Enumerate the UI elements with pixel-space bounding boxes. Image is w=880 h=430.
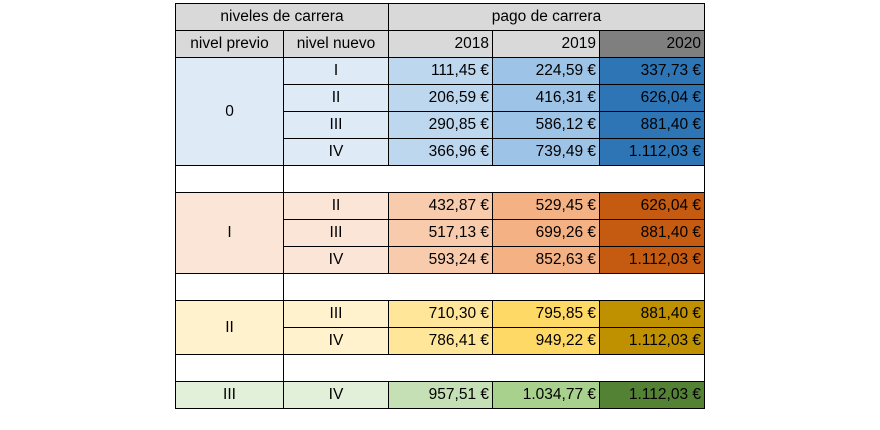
pay-2018-cell: 432,87 €	[388, 192, 493, 220]
new-level-cell: IV	[283, 381, 389, 409]
pay-2018-cell: 957,51 €	[388, 381, 493, 409]
table-row: IV 786,41 €949,22 €1.112,03 €	[176, 327, 705, 355]
pay-2020-cell: 881,40 €	[599, 219, 705, 247]
pay-2019-cell: 416,31 €	[492, 84, 600, 112]
pay-2018-cell: 366,96 €	[388, 138, 493, 166]
pay-2020-cell: 1.112,03 €	[599, 246, 705, 274]
separator-cell	[175, 354, 284, 382]
separator-row	[175, 354, 705, 382]
table-body: niveles de carrera pago de carrera nivel…	[175, 3, 705, 409]
header-group-career-levels: niveles de carrera	[175, 3, 389, 31]
new-level-cell: III	[283, 300, 389, 328]
pay-2020-cell: 881,40 €	[599, 300, 705, 328]
separator-cell	[283, 165, 705, 193]
pay-2020-cell: 626,04 €	[599, 84, 705, 112]
previous-level-cell: 0	[175, 57, 284, 166]
previous-level-cell: I	[175, 192, 284, 274]
pay-2019-cell: 852,63 €	[492, 246, 600, 274]
separator-cell	[283, 354, 705, 382]
table-row: III IV 957,51 €1.034,77 €1.112,03 €	[175, 381, 705, 409]
header-row-columns: nivel previo nivel nuevo 2018 2019 2020	[175, 30, 705, 58]
pay-2020-cell: 626,04 €	[599, 192, 705, 220]
header-new-level: nivel nuevo	[283, 30, 389, 58]
new-level-cell: IV	[283, 246, 389, 274]
new-level-cell: I	[283, 57, 389, 85]
table-row: II 206,59 €416,31 €626,04 €	[176, 84, 705, 112]
pay-2020-cell: 881,40 €	[599, 111, 705, 139]
pay-2018-cell: 786,41 €	[388, 327, 493, 355]
pay-2019-cell: 586,12 €	[492, 111, 600, 139]
pay-2020-cell: 1.112,03 €	[599, 327, 705, 355]
pay-2018-cell: 593,24 €	[388, 246, 493, 274]
pay-2018-cell: 290,85 €	[388, 111, 493, 139]
new-level-cell: II	[283, 192, 389, 220]
pay-2018-cell: 517,13 €	[388, 219, 493, 247]
new-level-cell: II	[283, 84, 389, 112]
table-row: IV 593,24 €852,63 €1.112,03 €	[176, 246, 705, 274]
pay-2018-cell: 206,59 €	[388, 84, 493, 112]
header-year-2019: 2019	[492, 30, 600, 58]
previous-level-cell: II	[175, 300, 284, 355]
header-year-2018: 2018	[388, 30, 493, 58]
pay-2020-cell: 1.112,03 €	[599, 138, 705, 166]
pay-2018-cell: 710,30 €	[388, 300, 493, 328]
pay-2020-cell: 1.112,03 €	[599, 381, 705, 409]
separator-cell	[283, 273, 705, 301]
new-level-cell: IV	[283, 327, 389, 355]
separator-row	[175, 273, 705, 301]
new-level-cell: III	[283, 111, 389, 139]
separator-cell	[175, 273, 284, 301]
career-pay-table: niveles de carrera pago de carrera nivel…	[175, 3, 705, 409]
table-row: I II 432,87 €529,45 €626,04 €	[175, 192, 705, 274]
pay-2019-cell: 224,59 €	[492, 57, 600, 85]
table-row: III 290,85 €586,12 €881,40 €	[176, 111, 705, 139]
header-row-groups: niveles de carrera pago de carrera	[175, 3, 705, 31]
header-group-career-pay: pago de carrera	[388, 3, 705, 31]
pay-2019-cell: 949,22 €	[492, 327, 600, 355]
pay-2019-cell: 795,85 €	[492, 300, 600, 328]
previous-level-cell: III	[175, 381, 284, 409]
header-previous-level: nivel previo	[175, 30, 284, 58]
pay-2020-cell: 337,73 €	[599, 57, 705, 85]
separator-cell	[175, 165, 284, 193]
pay-2019-cell: 739,49 €	[492, 138, 600, 166]
new-level-cell: IV	[283, 138, 389, 166]
pay-2019-cell: 529,45 €	[492, 192, 600, 220]
pay-2019-cell: 1.034,77 €	[492, 381, 600, 409]
new-level-cell: III	[283, 219, 389, 247]
header-year-2020: 2020	[599, 30, 705, 58]
separator-row	[175, 165, 705, 193]
pay-2018-cell: 111,45 €	[388, 57, 493, 85]
pay-2019-cell: 699,26 €	[492, 219, 600, 247]
table-row: 0 I 111,45 €224,59 €337,73 €	[175, 57, 705, 166]
table-row: II III 710,30 €795,85 €881,40 €	[175, 300, 705, 355]
